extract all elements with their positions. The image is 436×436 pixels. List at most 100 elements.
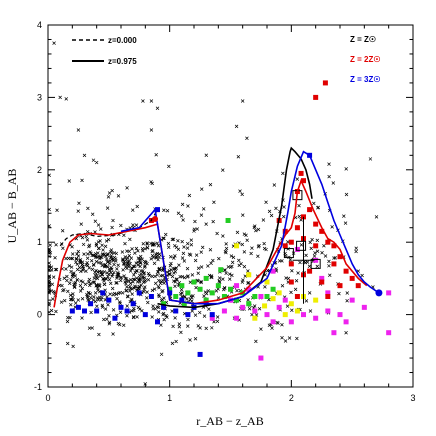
galaxy-cross-point [196,271,200,276]
galaxy-cross-point [104,239,109,243]
yellow-point [270,296,276,302]
galaxy-cross-point [128,269,133,273]
green-point [209,290,215,296]
galaxy-cross-point [87,290,91,295]
galaxy-cross-point [223,286,227,290]
galaxy-cross-point [149,99,154,103]
galaxy-cross-point [181,218,185,222]
galaxy-cross-point [222,268,227,272]
galaxy-cross-point [76,298,81,302]
galaxy-cross-point [217,276,222,280]
legend-lines: z=0.000 z=0.975 [72,36,137,66]
galaxy-cross-point [185,241,190,246]
galaxy-cross-point [242,232,247,236]
galaxy-cross-point [79,279,83,283]
galaxy-cross-point [174,339,178,344]
green-point [270,286,276,292]
galaxy-cross-point [87,266,92,270]
red-point [331,243,337,249]
galaxy-cross-point [99,270,104,275]
galaxy-cross-point [315,249,320,253]
galaxy-cross-point [247,306,252,311]
galaxy-cross-point [85,256,90,260]
galaxy-cross-point [89,295,93,300]
galaxy-cross-point [344,330,348,335]
galaxy-cross-point [185,297,189,301]
magenta-point [258,294,264,299]
magenta-point [386,290,392,296]
galaxy-cross-point [175,277,179,281]
galaxy-cross-point [138,264,142,269]
galaxy-cross-point [155,106,160,111]
galaxy-cross-point [230,264,234,269]
galaxy-cross-point [135,280,140,284]
galaxy-cross-point [156,270,160,274]
galaxy-cross-point [180,256,185,260]
galaxy-cross-point [71,344,75,349]
galaxy-cross-point [201,207,206,211]
galaxy-cross-point [126,256,130,260]
magenta-point [234,315,240,321]
magenta-point [331,330,337,336]
red-point [282,243,288,249]
galaxy-cross-point [65,278,69,283]
galaxy-cross-point [243,274,247,278]
galaxy-cross-point [114,281,118,285]
galaxy-cross-point [276,321,280,325]
galaxy-cross-point [354,246,358,251]
galaxy-cross-point [197,310,202,315]
galaxy-cross-point [80,286,85,291]
galaxy-cross-point [240,280,245,284]
galaxy-cross-point [54,243,58,247]
galaxy-cross-point [151,241,155,246]
galaxy-cross-point [180,202,185,207]
galaxy-cross-point [114,292,119,296]
galaxy-cross-point [245,238,249,242]
galaxy-cross-point [284,276,288,280]
galaxy-cross-point [215,315,220,319]
magenta-point [294,246,300,252]
galaxy-cross-point [85,261,89,265]
galaxy-cross-point [69,278,73,282]
galaxy-cross-point [185,266,190,271]
galaxy-cross-point [152,255,156,260]
galaxy-cross-point [105,271,109,275]
yellow-point [288,301,294,307]
galaxy-cross-point [285,304,290,308]
galaxy-cross-point [204,153,209,157]
galaxy-cross-point [136,260,140,265]
galaxy-cross-point [134,223,139,227]
galaxy-cross-point [117,300,122,304]
red-point [343,268,349,274]
galaxy-cross-point [107,322,112,326]
galaxy-cross-point [162,317,166,322]
x-tick-label: 2 [289,393,294,403]
plot-frame [47,24,414,388]
galaxy-cross-point [69,265,74,269]
y-tick-label: -1 [34,382,42,392]
green-point [191,279,197,285]
galaxy-cross-point [110,225,114,230]
galaxy-cross-point [65,274,69,279]
galaxy-cross-point [237,258,241,263]
galaxy-cross-point [327,259,331,264]
galaxy-cross-point [131,208,135,212]
galaxy-cross-point [92,295,96,299]
green-point [228,286,233,292]
galaxy-cross-point [64,97,68,101]
galaxy-cross-point [106,274,110,279]
galaxy-cross-point [60,283,64,288]
galaxy-cross-point [59,300,64,304]
galaxy-cross-point [108,259,112,263]
galaxy-cross-point [83,282,88,286]
galaxy-cross-point [288,258,293,262]
galaxy-cross-point [65,341,70,346]
galaxy-cross-point [137,278,141,282]
galaxy-cross-point [164,313,168,318]
galaxy-cross-point [280,336,284,340]
galaxy-cross-point [72,285,77,290]
galaxy-cross-point [246,281,250,285]
galaxy-cross-point [110,188,114,193]
galaxy-cross-point [135,204,139,209]
